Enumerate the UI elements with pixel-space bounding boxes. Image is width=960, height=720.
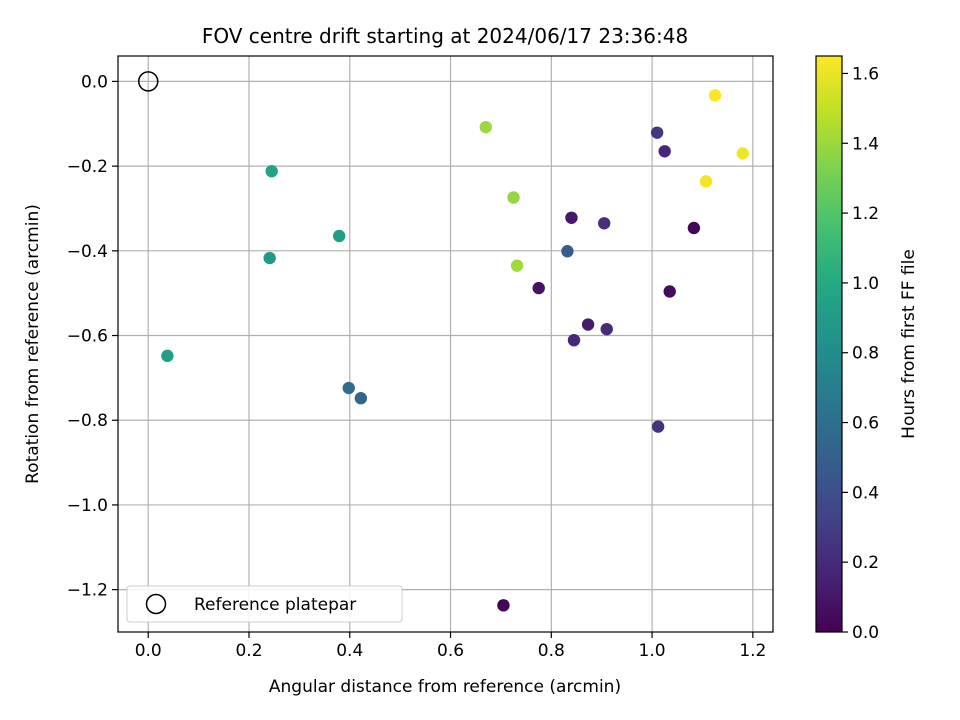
x-axis-label: Angular distance from reference (arcmin) [269,677,621,697]
colorbar-tick-label: 0.4 [852,483,879,503]
x-tick-label: 0.8 [538,641,565,661]
x-axis-ticks: 0.0 0.2 0.4 0.6 0.8 1.0 1.2 [135,632,766,661]
data-point [561,245,574,258]
colorbar-tick-label: 0.6 [852,414,879,434]
data-point [265,165,278,178]
legend-box [126,585,403,623]
chart-title: FOV centre drift starting at 2024/06/17 … [202,24,688,48]
data-point [658,145,671,158]
data-point [332,229,346,243]
colorbar: 0.0 0.2 0.4 0.6 0.8 1.0 1.2 1.4 1.6 Hours from f… [815,55,919,643]
data-point [565,211,578,224]
plot-frame [117,55,774,633]
y-tick-label: −0.4 [67,242,108,262]
y-tick-label: −0.6 [67,327,108,347]
colorbar-tick-label: 1.2 [852,204,879,224]
data-points [161,89,749,612]
data-point [736,147,749,160]
colorbar-ticks: 0.0 0.2 0.4 0.6 0.8 1.0 1.2 1.4 1.6 [842,64,879,643]
data-point [687,221,701,235]
colorbar-tick-label: 1.0 [852,274,879,294]
y-tick-label: −1.2 [67,581,108,601]
grid [118,56,773,632]
y-axis-ticks: 0.0 −0.2 −0.4 −0.6 −0.8 −1.0 −1.2 [67,72,118,601]
data-point [507,191,520,204]
x-tick-label: 0.6 [437,641,464,661]
colorbar-tick-label: 0.2 [852,553,879,573]
colorbar-frame [815,55,843,633]
x-tick-label: 1.2 [739,641,766,661]
data-point [497,599,510,612]
colorbar-label: Hours from first FF file [899,249,919,439]
x-tick-label: 0.4 [336,641,363,661]
x-tick-label: 0.2 [235,641,262,661]
colorbar-tick-label: 0.8 [852,344,879,364]
y-tick-label: −0.2 [67,157,108,177]
data-point [342,381,355,395]
colorbar-tick-label: 1.4 [852,134,879,154]
data-point [581,318,595,331]
y-tick-label: 0.0 [81,72,108,92]
colorbar-tick-label: 0.0 [852,623,879,643]
data-point [699,175,713,188]
data-point [354,392,368,405]
data-point [479,120,493,134]
colorbar-tick-label: 1.6 [852,64,879,84]
data-point [532,281,545,295]
data-point [263,251,276,265]
y-tick-label: −0.8 [67,411,108,431]
data-point [567,333,581,347]
data-point [651,420,665,433]
x-tick-label: 1.0 [639,641,666,661]
legend-marker [145,593,167,615]
x-tick-label: 0.0 [135,641,162,661]
legend-label: Reference platepar [194,595,356,615]
data-point [510,259,524,272]
legend: Reference platepar [126,585,403,623]
data-point [663,285,676,298]
y-axis-label: Rotation from reference (arcmin) [23,204,43,484]
reference-platepar-marker [137,71,159,92]
y-tick-label: −1.0 [67,496,108,516]
data-point [708,89,722,102]
data-point [161,349,174,363]
data-point [600,322,613,336]
data-point [598,217,611,230]
data-point [650,126,664,139]
colorbar-gradient [816,56,842,632]
